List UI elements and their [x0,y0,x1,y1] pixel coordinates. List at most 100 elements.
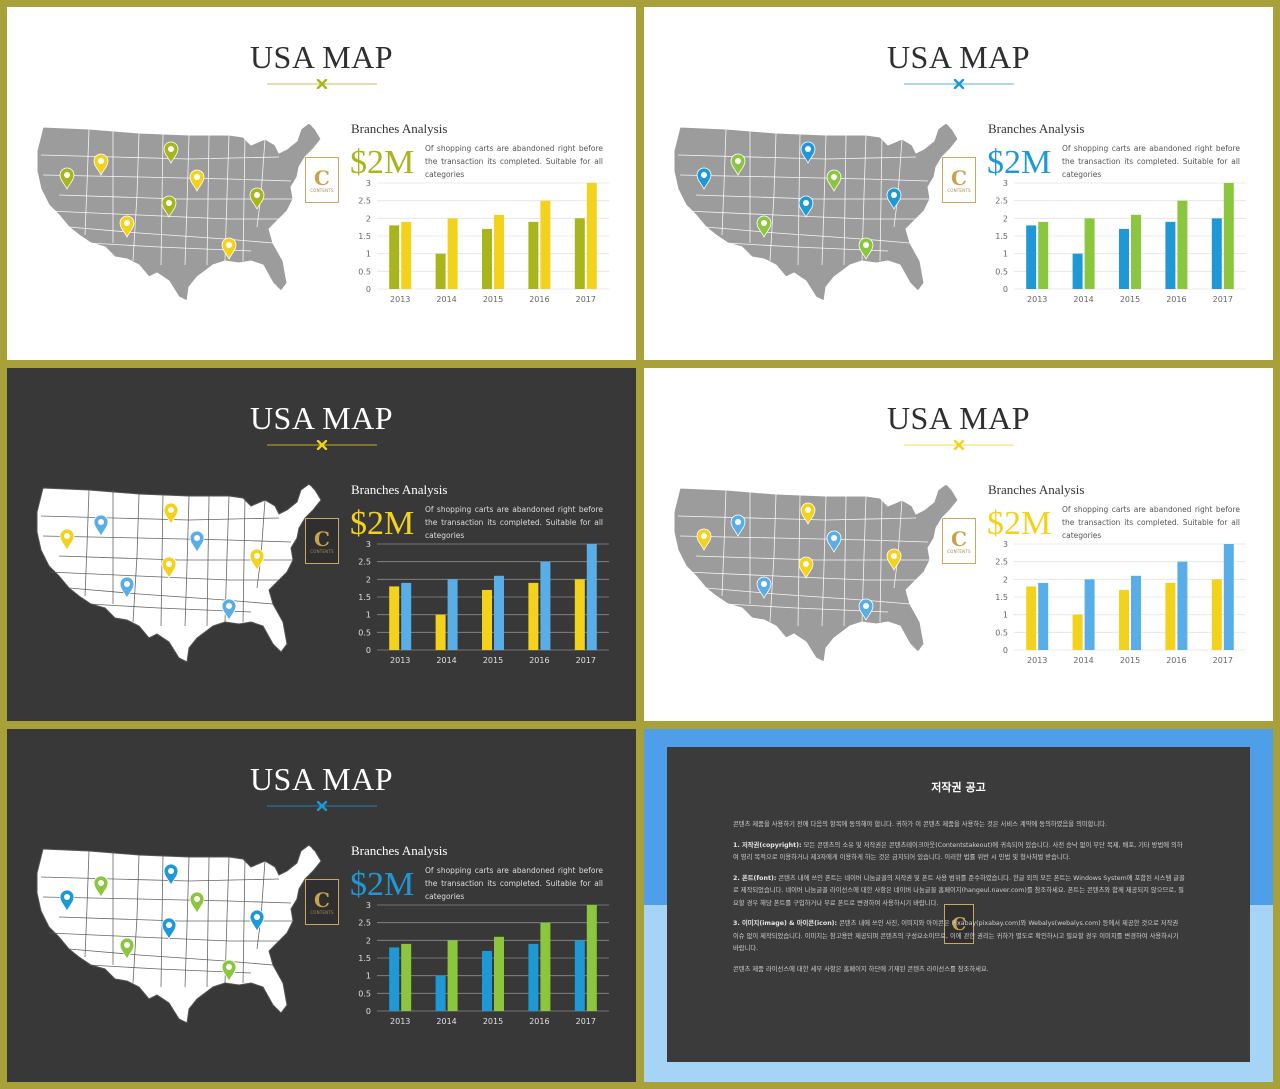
map-pin-icon[interactable] [858,237,874,260]
bar[interactable] [482,228,492,289]
map-pin-icon[interactable] [59,889,75,912]
bar[interactable] [401,582,412,650]
map-pin-icon[interactable] [189,530,205,553]
bar[interactable] [1223,183,1234,289]
slide-6-copyright-notice[interactable]: 저작권 공고 C 콘텐츠 제품을 사용하기 전에 다음의 항목에 동의해야 합니… [644,729,1273,1082]
bar[interactable] [1038,582,1049,650]
bar[interactable] [1119,228,1129,289]
bar[interactable] [1211,218,1222,289]
map-pin-icon[interactable] [163,502,179,525]
bar[interactable] [540,561,551,650]
map-pin-icon[interactable] [756,215,772,238]
bar[interactable] [1038,221,1049,289]
bar[interactable] [1131,214,1141,289]
map-pin-icon[interactable] [886,187,902,210]
bar[interactable] [494,575,504,650]
bar[interactable] [1177,200,1188,289]
bar[interactable] [1131,575,1141,650]
slide-5[interactable]: USA MAP C CONTENTS Branches Analysis $2M Of s… [7,729,636,1082]
map-pin-icon[interactable] [119,215,135,238]
map-pin-icon[interactable] [756,576,772,599]
map-pin-icon[interactable] [189,891,205,914]
bar[interactable] [586,544,597,650]
map-pin-icon[interactable] [800,502,816,525]
bar[interactable] [401,943,412,1011]
map-pin-icon[interactable] [886,548,902,571]
map-pin-icon[interactable] [221,237,237,260]
bar[interactable] [1072,253,1083,289]
bar[interactable] [494,214,504,289]
map-pin-icon[interactable] [119,937,135,960]
bar[interactable] [1084,579,1095,650]
map-pin-icon[interactable] [221,598,237,621]
map-pin-icon[interactable] [93,514,109,537]
bar[interactable] [528,221,539,289]
map-pin-icon[interactable] [858,598,874,621]
map-pin-icon[interactable] [161,556,177,579]
map-pin-icon[interactable] [730,153,746,176]
bar[interactable] [540,922,551,1011]
bar[interactable] [389,586,400,650]
bar[interactable] [528,582,539,650]
map-pin-icon[interactable] [93,875,109,898]
map-pin-icon[interactable] [826,530,842,553]
bar[interactable] [1165,582,1176,650]
bar[interactable] [435,614,446,650]
map-pin-icon[interactable] [800,141,816,164]
slide-4[interactable]: USA MAP C CONTENTS Branches Analysis $2M Of s… [644,368,1273,721]
map-pin-icon[interactable] [161,195,177,218]
map-pin-icon[interactable] [93,153,109,176]
map-pin-icon[interactable] [826,169,842,192]
bar[interactable] [586,905,597,1011]
map-pin-icon[interactable] [59,528,75,551]
map-pin-icon[interactable] [249,548,265,571]
bar[interactable] [482,950,492,1011]
bar[interactable] [435,253,446,289]
bar[interactable] [389,225,400,289]
bar[interactable] [574,218,585,289]
bar[interactable] [401,221,412,289]
bar[interactable] [435,975,446,1011]
usa-map[interactable] [29,476,329,666]
usa-map[interactable] [666,476,966,666]
bar[interactable] [1165,221,1176,289]
map-pin-icon[interactable] [189,169,205,192]
bar[interactable] [1177,561,1188,650]
bar[interactable] [574,579,585,650]
map-pin-icon[interactable] [119,576,135,599]
bar[interactable] [494,936,504,1011]
bar[interactable] [528,943,539,1011]
map-pin-icon[interactable] [249,187,265,210]
bar[interactable] [447,218,458,289]
map-pin-icon[interactable] [163,863,179,886]
bar[interactable] [447,579,458,650]
bar[interactable] [540,200,551,289]
usa-map[interactable] [666,115,966,305]
slide-3[interactable]: USA MAP C CONTENTS Branches Analysis $2M Of s… [7,368,636,721]
map-pin-icon[interactable] [163,141,179,164]
map-pin-icon[interactable] [798,556,814,579]
slide-1[interactable]: USA MAP C CONTENTS Branches Analysis $2M Of s… [7,7,636,360]
map-pin-icon[interactable] [249,909,265,932]
slide-2[interactable]: USA MAP C CONTENTS Branches Analysis $2M Of s… [644,7,1273,360]
bar[interactable] [586,183,597,289]
usa-map[interactable] [29,115,329,305]
bar[interactable] [1084,218,1095,289]
map-pin-icon[interactable] [696,167,712,190]
map-pin-icon[interactable] [221,959,237,982]
bar[interactable] [1026,586,1037,650]
map-pin-icon[interactable] [696,528,712,551]
bar[interactable] [1119,589,1129,650]
bar[interactable] [1223,544,1234,650]
bar[interactable] [1026,225,1037,289]
bar[interactable] [1211,579,1222,650]
map-pin-icon[interactable] [161,917,177,940]
bar[interactable] [482,589,492,650]
bar[interactable] [1072,614,1083,650]
map-pin-icon[interactable] [730,514,746,537]
bar[interactable] [447,940,458,1011]
map-pin-icon[interactable] [798,195,814,218]
map-pin-icon[interactable] [59,167,75,190]
bar[interactable] [574,940,585,1011]
bar[interactable] [389,947,400,1011]
